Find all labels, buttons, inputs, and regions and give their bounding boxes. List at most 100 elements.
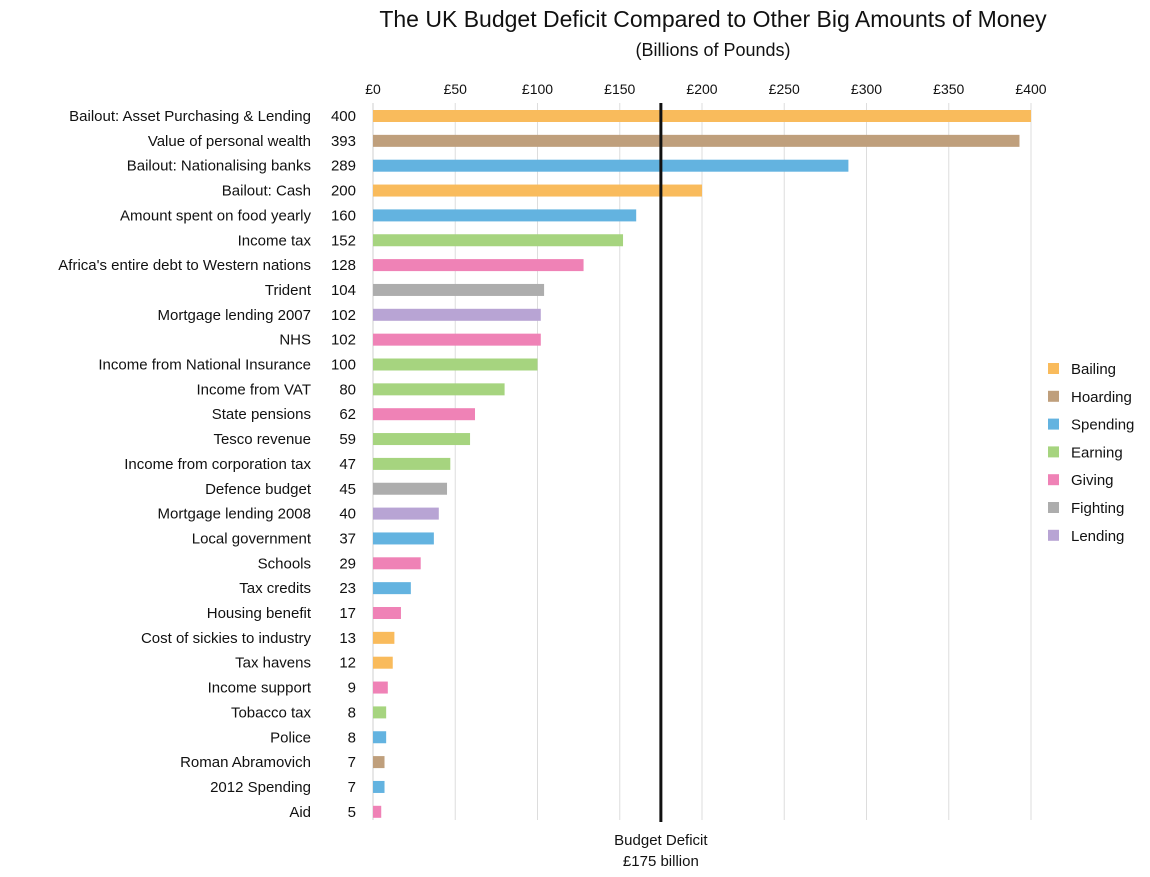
value-label: 12: [339, 655, 356, 672]
row-label: Value of personal wealth: [148, 133, 311, 150]
value-label: 13: [339, 630, 356, 647]
value-label: 47: [339, 456, 356, 473]
x-axis-ticks: £0 £50 £100 £150 £200 £250 £300 £350 £400: [365, 81, 1047, 97]
row-label: Bailout: Asset Purchasing & Lending: [69, 108, 311, 125]
bar: [373, 631, 395, 644]
row-label: Housing benefit: [207, 605, 312, 622]
x-tick-label: £200: [686, 81, 717, 97]
x-tick-label: £100: [522, 81, 553, 97]
bar: [373, 482, 448, 495]
row-label: Income from corporation tax: [124, 456, 311, 473]
value-label: 100: [331, 357, 356, 374]
legend-swatch: [1048, 418, 1059, 430]
reference-line-group: Budget Deficit £175 billion: [614, 103, 708, 870]
value-label: 59: [339, 431, 356, 448]
bar: [373, 532, 434, 545]
bar: [373, 557, 421, 570]
budget-deficit-amount: £175 billion: [623, 853, 699, 870]
bars: [373, 110, 1031, 818]
legend-label: Lending: [1071, 528, 1124, 545]
legend-swatch: [1048, 390, 1059, 402]
legend-label: Fighting: [1071, 500, 1124, 517]
legend-swatch: [1048, 363, 1059, 374]
value-label: 160: [331, 207, 356, 224]
bar: [373, 110, 1031, 122]
row-labels: Bailout: Asset Purchasing & Lending 400 Va…: [58, 108, 356, 821]
value-label: 8: [348, 729, 356, 746]
bar: [373, 805, 382, 818]
legend-label: Giving: [1071, 472, 1114, 489]
x-tick-label: £150: [604, 81, 635, 97]
value-label: 5: [348, 804, 356, 821]
gridlines: [372, 103, 1032, 820]
value-label: 200: [331, 183, 356, 200]
row-label: Aid: [289, 804, 311, 821]
row-label: 2012 Spending: [210, 779, 311, 796]
row-label: Trident: [265, 282, 312, 299]
bar: [373, 656, 393, 669]
value-label: 102: [331, 332, 356, 349]
legend-label: Spending: [1071, 417, 1134, 434]
x-tick-label: £350: [933, 81, 964, 97]
value-label: 23: [339, 580, 356, 597]
x-tick-label: £250: [769, 81, 800, 97]
bar: [373, 159, 849, 172]
bar: [373, 433, 471, 446]
row-label: Tax havens: [235, 655, 311, 672]
row-label: Roman Abramovich: [180, 754, 311, 771]
row-label: Africa's entire debt to Western nations: [58, 257, 311, 274]
value-label: 29: [339, 555, 356, 572]
row-label: Local government: [192, 530, 312, 547]
bar: [373, 184, 702, 197]
bar: [373, 259, 584, 272]
row-label: State pensions: [212, 406, 311, 423]
bar: [373, 333, 541, 346]
value-label: 104: [331, 282, 356, 299]
row-label: Income from VAT: [197, 381, 311, 398]
x-tick-label: £400: [1015, 81, 1046, 97]
legend: Bailing Hoarding Spending Earning Giving Figh…: [1048, 361, 1134, 545]
legend-swatch: [1048, 446, 1059, 458]
value-label: 400: [331, 108, 356, 125]
row-label: Income from National Insurance: [98, 357, 311, 374]
value-label: 8: [348, 704, 356, 721]
bar: [373, 731, 387, 744]
legend-swatch: [1048, 474, 1059, 486]
row-label: Police: [270, 729, 311, 746]
chart-title: The UK Budget Deficit Compared to Other …: [379, 6, 1047, 32]
row-label: Tobacco tax: [231, 704, 312, 721]
bar: [373, 457, 451, 470]
bar: [373, 756, 385, 769]
value-label: 128: [331, 257, 356, 274]
bar: [373, 507, 439, 520]
legend-label: Hoarding: [1071, 389, 1132, 406]
row-label: Income support: [208, 680, 312, 697]
value-label: 9: [348, 680, 356, 697]
bar: [373, 607, 401, 619]
value-label: 7: [348, 779, 356, 796]
bar: [373, 308, 541, 321]
row-label: Mortgage lending 2007: [158, 307, 311, 324]
value-label: 102: [331, 307, 356, 324]
value-label: 80: [339, 381, 356, 398]
row-label: Bailout: Nationalising banks: [127, 158, 311, 175]
bar: [373, 780, 385, 793]
row-label: Mortgage lending 2008: [158, 506, 311, 523]
row-label: NHS: [279, 332, 311, 349]
legend-label: Earning: [1071, 444, 1123, 461]
bar: [373, 408, 475, 421]
value-label: 62: [339, 406, 356, 423]
value-label: 152: [331, 232, 356, 249]
value-label: 289: [331, 158, 356, 175]
row-label: Schools: [258, 555, 311, 572]
legend-swatch: [1048, 502, 1059, 513]
value-label: 37: [339, 530, 356, 547]
bar: [373, 358, 538, 371]
x-tick-label: £50: [444, 81, 468, 97]
row-label: Tax credits: [239, 580, 311, 597]
bar: [373, 283, 545, 296]
legend-swatch: [1048, 529, 1059, 541]
value-label: 45: [339, 481, 356, 498]
